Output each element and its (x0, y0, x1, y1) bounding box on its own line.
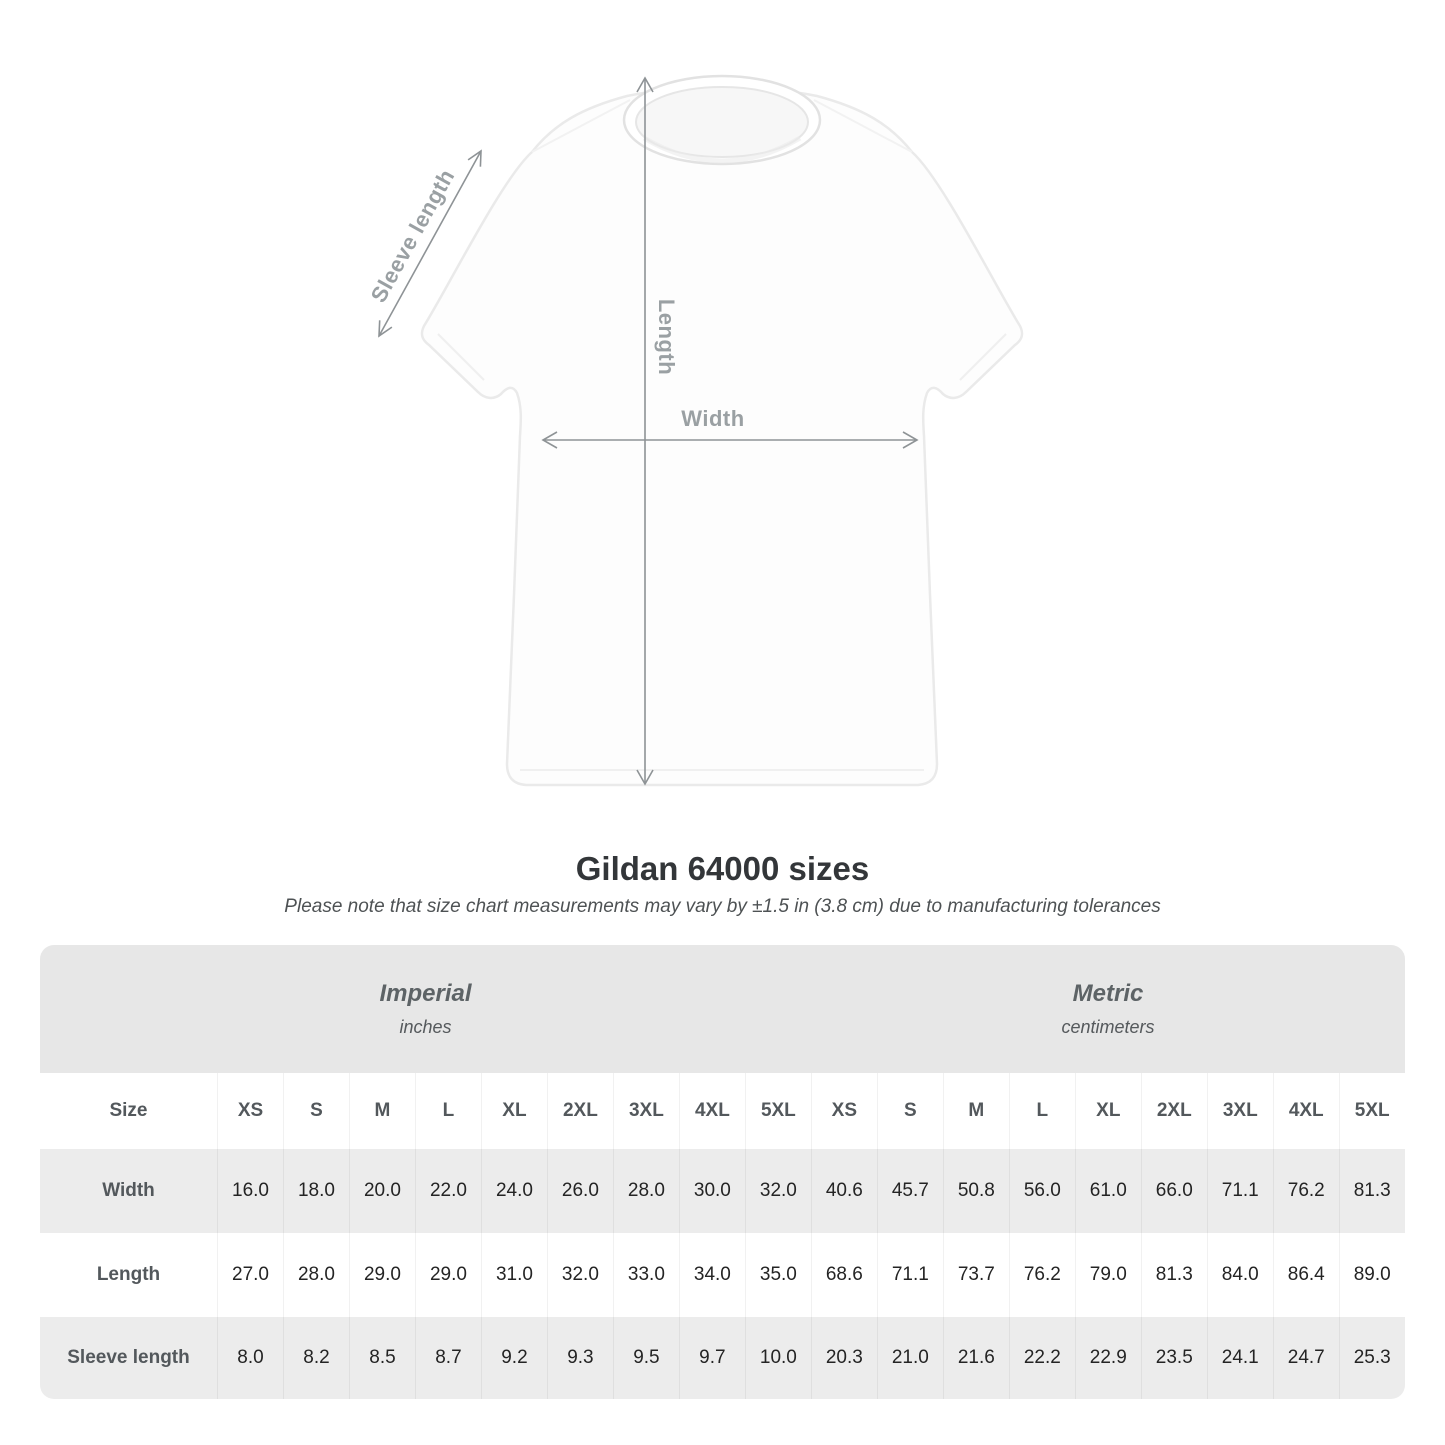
size-col-header: XS (810, 1073, 877, 1149)
size-col-header: L (1008, 1073, 1075, 1149)
table-cell: 79.0 (1074, 1233, 1141, 1317)
table-cell: 25.3 (1338, 1317, 1405, 1399)
table-cell: 45.7 (876, 1149, 943, 1233)
unit-header-row: Imperial inches Metric centimeters (40, 945, 1405, 1073)
size-col-header: XS (217, 1073, 283, 1149)
table-cell: 32.0 (744, 1149, 811, 1233)
tshirt-graphic (420, 74, 1024, 787)
table-cell: 26.0 (546, 1149, 613, 1233)
length-label: Length (654, 298, 679, 376)
table-cell: 86.4 (1272, 1233, 1339, 1317)
table-cell: 32.0 (546, 1233, 613, 1317)
table-cell: 35.0 (744, 1233, 811, 1317)
table-cell: 9.3 (546, 1317, 613, 1399)
table-cell: 27.0 (217, 1233, 283, 1317)
table-cell: 9.5 (612, 1317, 679, 1399)
size-col-header: L (414, 1073, 481, 1149)
table-cell: 20.3 (810, 1317, 877, 1399)
width-row-label: Width (102, 1180, 155, 1201)
table-cell: 28.0 (612, 1149, 679, 1233)
table-cell: 21.0 (876, 1317, 943, 1399)
table-cell: 50.8 (942, 1149, 1009, 1233)
table-cell: 73.7 (942, 1233, 1009, 1317)
table-cell: 22.0 (414, 1149, 481, 1233)
table-cell: 20.0 (348, 1149, 415, 1233)
table-cell: 76.2 (1272, 1149, 1339, 1233)
table-cell: 84.0 (1206, 1233, 1273, 1317)
table-cell: 21.6 (942, 1317, 1009, 1399)
table-cell: 34.0 (678, 1233, 745, 1317)
table-cell: 28.0 (282, 1233, 349, 1317)
size-col-header: XL (480, 1073, 547, 1149)
size-col-header: 2XL (546, 1073, 613, 1149)
size-col-header: 5XL (744, 1073, 811, 1149)
table-cell: 22.2 (1008, 1317, 1075, 1399)
table-cell: 29.0 (348, 1233, 415, 1317)
table-cell: 18.0 (282, 1149, 349, 1233)
width-row: Width 16.0 18.0 20.0 22.0 24.0 26.0 28.0… (40, 1149, 1405, 1233)
imperial-unit: inches (399, 1017, 452, 1037)
sleeve-row-label: Sleeve length (67, 1347, 190, 1368)
size-row-label: Size (109, 1100, 148, 1121)
table-cell: 66.0 (1140, 1149, 1207, 1233)
table-cell: 33.0 (612, 1233, 679, 1317)
tolerance-note: Please note that size chart measurements… (284, 896, 1161, 917)
size-col-header: XL (1074, 1073, 1141, 1149)
width-label: Width (681, 406, 745, 431)
size-col-header: 4XL (1272, 1073, 1339, 1149)
length-row-label: Length (96, 1264, 161, 1285)
table-cell: 8.0 (217, 1317, 283, 1399)
table-cell: 24.1 (1206, 1317, 1273, 1399)
table-cell: 9.2 (480, 1317, 547, 1399)
imperial-title: Imperial (379, 980, 472, 1007)
imperial-section-header: Imperial inches (40, 945, 811, 1073)
metric-unit: centimeters (1061, 1017, 1155, 1037)
size-header-row: Size XS S M L XL 2XL 3XL 4XL 5XL XS S M … (40, 1073, 1405, 1149)
table-cell: 16.0 (217, 1149, 283, 1233)
table-cell: 68.6 (810, 1233, 877, 1317)
table-cell: 8.5 (348, 1317, 415, 1399)
table-cell: 31.0 (480, 1233, 547, 1317)
table-cell: 30.0 (678, 1149, 745, 1233)
table-cell: 24.7 (1272, 1317, 1339, 1399)
table-cell: 76.2 (1008, 1233, 1075, 1317)
size-col-header: S (876, 1073, 943, 1149)
page-title: Gildan 64000 sizes (575, 850, 870, 887)
table-cell: 29.0 (414, 1233, 481, 1317)
table-cell: 24.0 (480, 1149, 547, 1233)
metric-section-header: Metric centimeters (811, 945, 1405, 1073)
size-col-header: 4XL (678, 1073, 745, 1149)
size-col-header: M (942, 1073, 1009, 1149)
table-cell: 23.5 (1140, 1317, 1207, 1399)
table-cell: 81.3 (1338, 1149, 1405, 1233)
table-cell: 71.1 (876, 1233, 943, 1317)
table-cell: 40.6 (810, 1149, 877, 1233)
table-cell: 56.0 (1008, 1149, 1075, 1233)
table-cell: 61.0 (1074, 1149, 1141, 1233)
size-col-header: M (348, 1073, 415, 1149)
table-cell: 89.0 (1338, 1233, 1405, 1317)
table-cell: 9.7 (678, 1317, 745, 1399)
size-col-header: S (282, 1073, 349, 1149)
table-cell: 8.2 (282, 1317, 349, 1399)
size-table: Imperial inches Metric centimeters Size … (40, 945, 1405, 1399)
table-cell: 81.3 (1140, 1233, 1207, 1317)
size-col-header: 3XL (1206, 1073, 1273, 1149)
metric-title: Metric (1072, 980, 1144, 1007)
tshirt-image (392, 64, 1052, 794)
size-col-header: 2XL (1140, 1073, 1207, 1149)
measurement-arrows (378, 76, 919, 786)
table-cell: 10.0 (744, 1317, 811, 1399)
size-col-header: 3XL (612, 1073, 679, 1149)
length-row: Length 27.0 28.0 29.0 29.0 31.0 32.0 33.… (40, 1233, 1405, 1317)
table-cell: 22.9 (1074, 1317, 1141, 1399)
sleeve-length-row: Sleeve length 8.0 8.2 8.5 8.7 9.2 9.3 9.… (40, 1317, 1405, 1399)
table-cell: 71.1 (1206, 1149, 1273, 1233)
table-cell: 8.7 (414, 1317, 481, 1399)
size-col-header: 5XL (1338, 1073, 1405, 1149)
